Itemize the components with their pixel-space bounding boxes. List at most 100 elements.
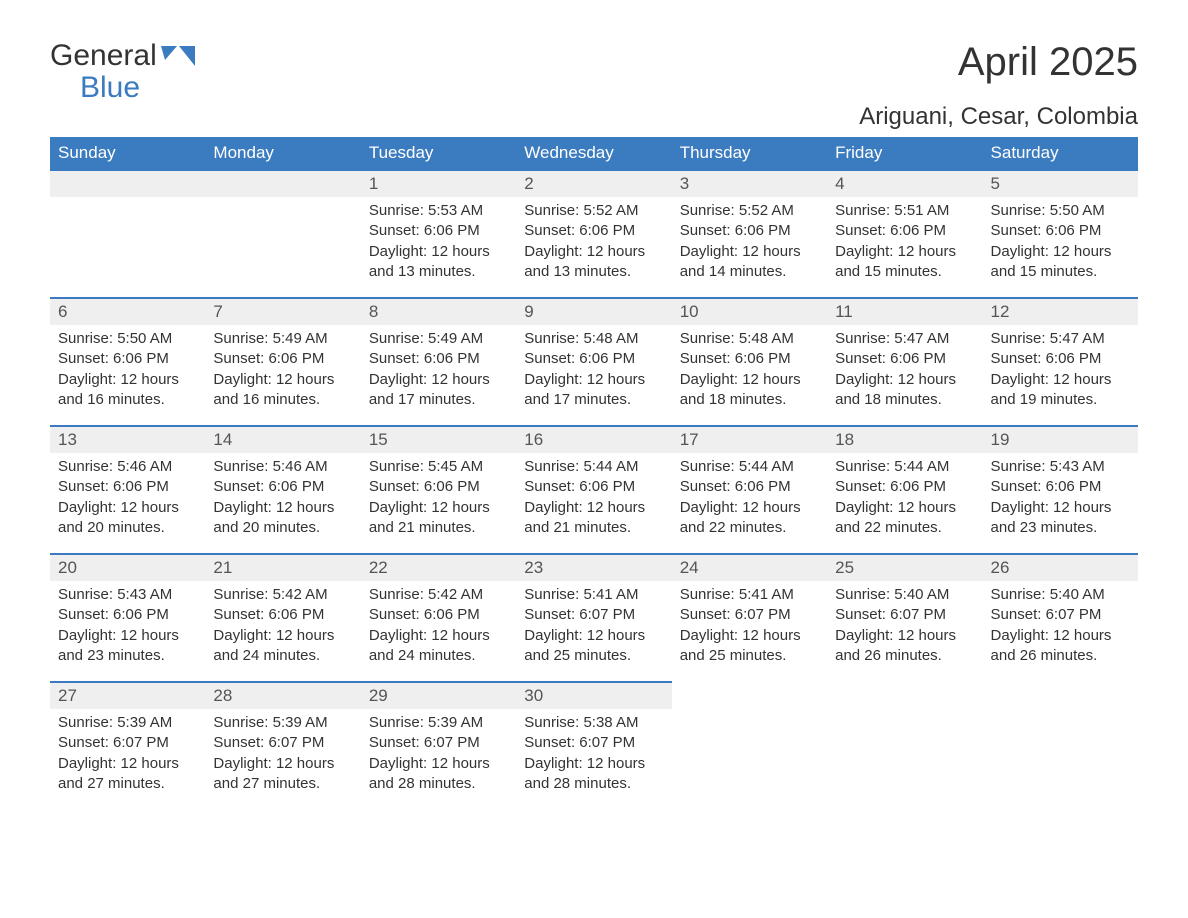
daylight-line: Daylight: 12 hours and 22 minutes. <box>835 498 974 539</box>
cell-body: Sunrise: 5:52 AMSunset: 6:06 PMDaylight:… <box>672 197 827 290</box>
calendar-cell: 8Sunrise: 5:49 AMSunset: 6:06 PMDaylight… <box>361 297 516 425</box>
weekday-header: Sunday <box>50 137 205 169</box>
weekday-header: Wednesday <box>516 137 671 169</box>
sunrise-line: Sunrise: 5:44 AM <box>835 457 974 477</box>
daynum-row: 23 <box>516 553 671 581</box>
day-number: 3 <box>672 171 827 197</box>
sunrise-line: Sunrise: 5:49 AM <box>369 329 508 349</box>
day-number: 16 <box>516 427 671 453</box>
sunset-line: Sunset: 6:07 PM <box>835 605 974 625</box>
sunrise-line: Sunrise: 5:39 AM <box>213 713 352 733</box>
daylight-line: Daylight: 12 hours and 23 minutes. <box>991 498 1130 539</box>
daylight-line: Daylight: 12 hours and 18 minutes. <box>680 370 819 411</box>
day-number: 1 <box>361 171 516 197</box>
sunrise-line: Sunrise: 5:44 AM <box>680 457 819 477</box>
day-number: 27 <box>50 683 205 709</box>
daynum-row: 28 <box>205 681 360 709</box>
cell-body: Sunrise: 5:49 AMSunset: 6:06 PMDaylight:… <box>361 325 516 418</box>
daynum-row: 18 <box>827 425 982 453</box>
sunrise-line: Sunrise: 5:52 AM <box>680 201 819 221</box>
daynum-row: 13 <box>50 425 205 453</box>
daynum-row: 1 <box>361 169 516 197</box>
sunset-line: Sunset: 6:07 PM <box>991 605 1130 625</box>
cell-body: Sunrise: 5:43 AMSunset: 6:06 PMDaylight:… <box>983 453 1138 546</box>
sunrise-line: Sunrise: 5:41 AM <box>524 585 663 605</box>
day-number: 25 <box>827 555 982 581</box>
calendar-cell: 19Sunrise: 5:43 AMSunset: 6:06 PMDayligh… <box>983 425 1138 553</box>
calendar-cell: 21Sunrise: 5:42 AMSunset: 6:06 PMDayligh… <box>205 553 360 681</box>
calendar-cell <box>672 681 827 809</box>
brand-word2: Blue <box>80 72 157 104</box>
brand-logo: General Blue <box>50 40 195 103</box>
day-number: 7 <box>205 299 360 325</box>
page-header: General Blue April 2025 Ariguani, Cesar,… <box>50 40 1138 131</box>
weekday-header: Thursday <box>672 137 827 169</box>
calendar-cell: 1Sunrise: 5:53 AMSunset: 6:06 PMDaylight… <box>361 169 516 297</box>
calendar-cell: 25Sunrise: 5:40 AMSunset: 6:07 PMDayligh… <box>827 553 982 681</box>
daynum-row: 30 <box>516 681 671 709</box>
calendar-cell: 28Sunrise: 5:39 AMSunset: 6:07 PMDayligh… <box>205 681 360 809</box>
daylight-line: Daylight: 12 hours and 25 minutes. <box>524 626 663 667</box>
cell-body: Sunrise: 5:49 AMSunset: 6:06 PMDaylight:… <box>205 325 360 418</box>
day-number: 23 <box>516 555 671 581</box>
empty-daynum-row <box>205 169 360 197</box>
calendar-cell: 13Sunrise: 5:46 AMSunset: 6:06 PMDayligh… <box>50 425 205 553</box>
sunrise-line: Sunrise: 5:43 AM <box>58 585 197 605</box>
daylight-line: Daylight: 12 hours and 15 minutes. <box>991 242 1130 283</box>
calendar-cell: 17Sunrise: 5:44 AMSunset: 6:06 PMDayligh… <box>672 425 827 553</box>
calendar-cell: 30Sunrise: 5:38 AMSunset: 6:07 PMDayligh… <box>516 681 671 809</box>
calendar-cell: 2Sunrise: 5:52 AMSunset: 6:06 PMDaylight… <box>516 169 671 297</box>
daynum-row: 6 <box>50 297 205 325</box>
sunrise-line: Sunrise: 5:39 AM <box>369 713 508 733</box>
daynum-row: 24 <box>672 553 827 581</box>
daynum-row: 16 <box>516 425 671 453</box>
sunset-line: Sunset: 6:06 PM <box>369 221 508 241</box>
sunset-line: Sunset: 6:06 PM <box>213 349 352 369</box>
cell-body: Sunrise: 5:47 AMSunset: 6:06 PMDaylight:… <box>983 325 1138 418</box>
sunrise-line: Sunrise: 5:49 AM <box>213 329 352 349</box>
day-number: 24 <box>672 555 827 581</box>
cell-body: Sunrise: 5:53 AMSunset: 6:06 PMDaylight:… <box>361 197 516 290</box>
daynum-row: 25 <box>827 553 982 581</box>
daynum-row: 7 <box>205 297 360 325</box>
empty-day-number <box>50 171 205 197</box>
daynum-row: 20 <box>50 553 205 581</box>
calendar-cell: 5Sunrise: 5:50 AMSunset: 6:06 PMDaylight… <box>983 169 1138 297</box>
sunset-line: Sunset: 6:06 PM <box>369 477 508 497</box>
daylight-line: Daylight: 12 hours and 16 minutes. <box>58 370 197 411</box>
cell-body: Sunrise: 5:48 AMSunset: 6:06 PMDaylight:… <box>672 325 827 418</box>
calendar-cell: 29Sunrise: 5:39 AMSunset: 6:07 PMDayligh… <box>361 681 516 809</box>
sunrise-line: Sunrise: 5:53 AM <box>369 201 508 221</box>
sunset-line: Sunset: 6:06 PM <box>58 477 197 497</box>
day-number: 19 <box>983 427 1138 453</box>
calendar-cell: 4Sunrise: 5:51 AMSunset: 6:06 PMDaylight… <box>827 169 982 297</box>
sunrise-line: Sunrise: 5:40 AM <box>991 585 1130 605</box>
calendar-week: 6Sunrise: 5:50 AMSunset: 6:06 PMDaylight… <box>50 297 1138 425</box>
cell-body: Sunrise: 5:50 AMSunset: 6:06 PMDaylight:… <box>983 197 1138 290</box>
sunrise-line: Sunrise: 5:44 AM <box>524 457 663 477</box>
sunrise-line: Sunrise: 5:43 AM <box>991 457 1130 477</box>
sunset-line: Sunset: 6:06 PM <box>835 477 974 497</box>
cell-body: Sunrise: 5:41 AMSunset: 6:07 PMDaylight:… <box>672 581 827 674</box>
sunset-line: Sunset: 6:06 PM <box>524 221 663 241</box>
calendar-cell: 3Sunrise: 5:52 AMSunset: 6:06 PMDaylight… <box>672 169 827 297</box>
day-number: 30 <box>516 683 671 709</box>
sunrise-line: Sunrise: 5:48 AM <box>680 329 819 349</box>
cell-body: Sunrise: 5:48 AMSunset: 6:06 PMDaylight:… <box>516 325 671 418</box>
cell-body: Sunrise: 5:46 AMSunset: 6:06 PMDaylight:… <box>205 453 360 546</box>
calendar-cell <box>205 169 360 297</box>
calendar-cell: 10Sunrise: 5:48 AMSunset: 6:06 PMDayligh… <box>672 297 827 425</box>
flag-icon <box>161 46 195 75</box>
cell-body: Sunrise: 5:45 AMSunset: 6:06 PMDaylight:… <box>361 453 516 546</box>
calendar-cell: 11Sunrise: 5:47 AMSunset: 6:06 PMDayligh… <box>827 297 982 425</box>
sunset-line: Sunset: 6:07 PM <box>680 605 819 625</box>
sunset-line: Sunset: 6:06 PM <box>369 349 508 369</box>
sunset-line: Sunset: 6:06 PM <box>835 221 974 241</box>
cell-body: Sunrise: 5:40 AMSunset: 6:07 PMDaylight:… <box>827 581 982 674</box>
daylight-line: Daylight: 12 hours and 25 minutes. <box>680 626 819 667</box>
brand-text: General Blue <box>50 40 157 103</box>
cell-body: Sunrise: 5:39 AMSunset: 6:07 PMDaylight:… <box>50 709 205 802</box>
calendar-cell: 7Sunrise: 5:49 AMSunset: 6:06 PMDaylight… <box>205 297 360 425</box>
weekday-row: SundayMondayTuesdayWednesdayThursdayFrid… <box>50 137 1138 169</box>
sunrise-line: Sunrise: 5:50 AM <box>991 201 1130 221</box>
